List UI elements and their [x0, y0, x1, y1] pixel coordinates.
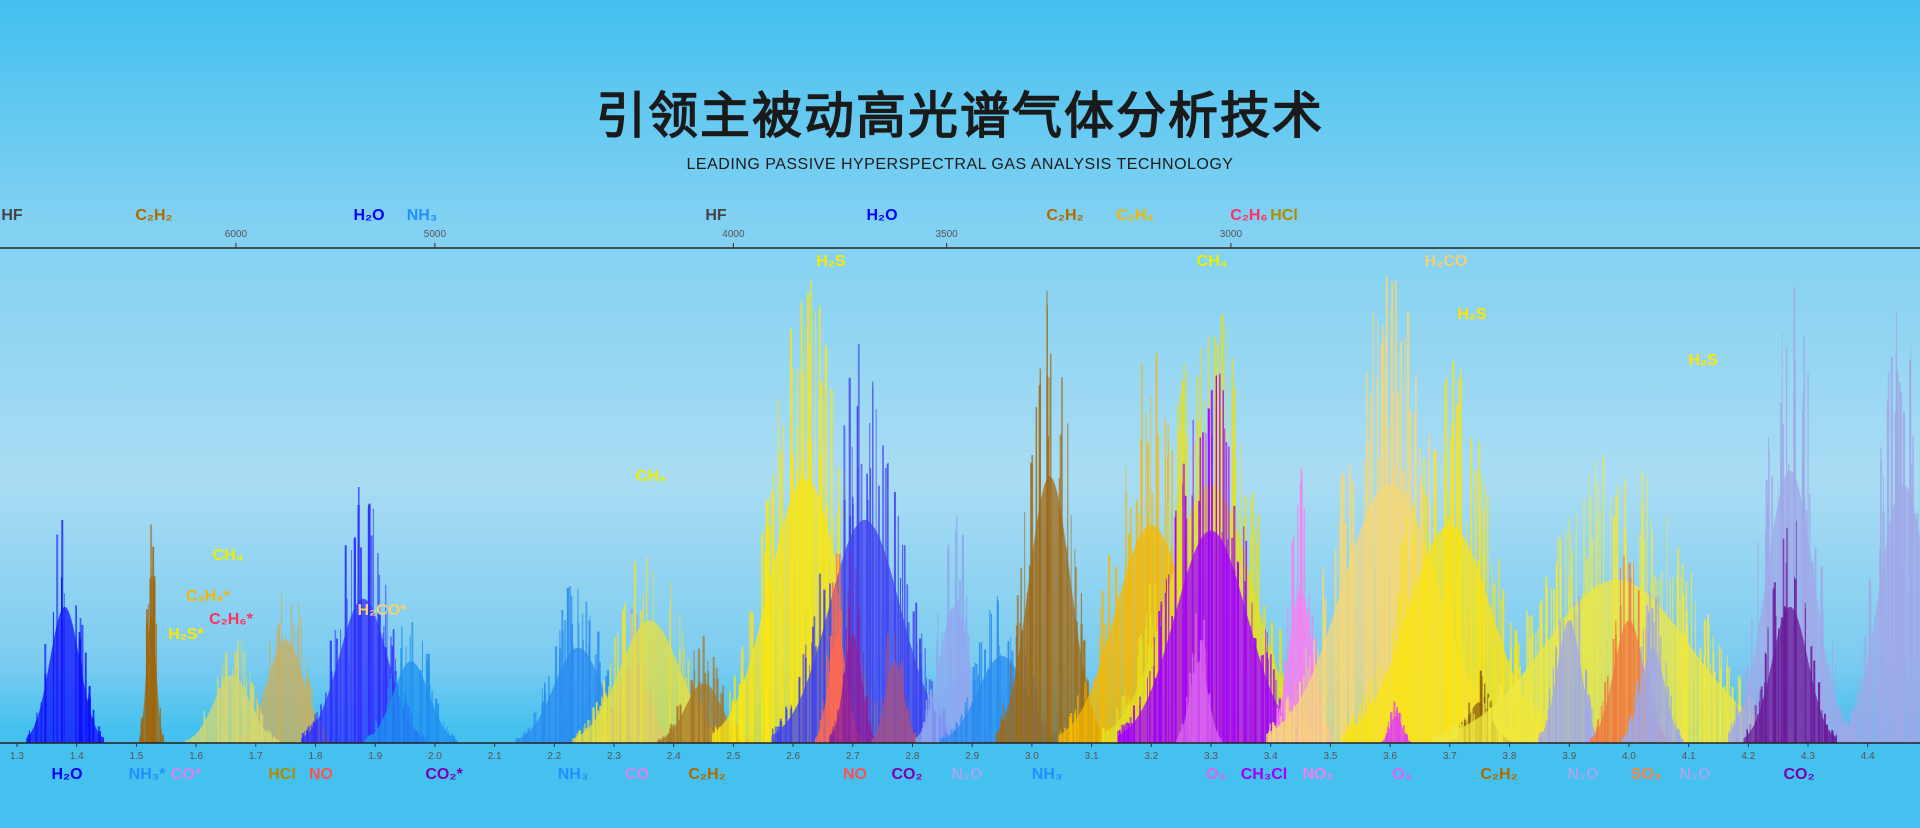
bottom-tick-label: 2.6 [786, 751, 801, 762]
bottom-tick-label: 3.5 [1323, 751, 1338, 762]
bottom-tick-label: 1.3 [10, 751, 24, 762]
bottom-tick-label: 2.5 [726, 751, 741, 762]
band-n2o [1621, 591, 1684, 743]
bottom-tick-label: 1.8 [308, 751, 323, 762]
bottom-gas-label: O₃ [1392, 766, 1412, 783]
bottom-gas-label: O₃ [1206, 766, 1226, 783]
top-tick-label: 3000 [1219, 229, 1243, 240]
bottom-tick-label: 3.8 [1502, 751, 1517, 762]
band-o3 [1380, 701, 1412, 743]
bottom-tick-label: 3.0 [1024, 751, 1039, 762]
top-gas-label: C₂H₂ [1046, 207, 1084, 224]
plot-gas-label: H₂CO* [357, 602, 407, 619]
top-gas-label: HCl [1270, 207, 1298, 224]
bottom-tick-label: 2.7 [845, 751, 860, 762]
bottom-gas-label: H₂O [51, 766, 83, 783]
plot-gas-label: CH₄ [1196, 253, 1228, 270]
bottom-tick-label: 4.3 [1801, 751, 1815, 762]
band-ch4 [184, 639, 279, 743]
band-h2s [1341, 360, 1559, 743]
plot-gas-label: CH₄ [635, 468, 667, 485]
band-co2 [1743, 520, 1838, 743]
band-c2h2 [138, 524, 165, 743]
bottom-tick-label: 3.4 [1263, 751, 1278, 762]
bottom-gas-label: HCl [268, 766, 296, 783]
bottom-tick-label: 4.4 [1860, 751, 1875, 762]
bottom-gas-label: NH₃ [557, 766, 589, 783]
bottom-tick-label: 3.9 [1562, 751, 1577, 762]
bottom-tick-label: 2.3 [607, 751, 621, 762]
plot-gas-label: H₂S [1688, 352, 1718, 369]
top-tick-label: 5000 [423, 229, 447, 240]
bottom-gas-label: NO [843, 766, 867, 783]
top-gas-label: NH₃ [406, 207, 438, 224]
bottom-tick-label: 3.3 [1204, 751, 1218, 762]
bottom-gas-label: N₂O [1567, 766, 1599, 783]
plot-gas-label: C₂H₄* [185, 588, 231, 605]
band-nh3 [364, 622, 458, 743]
top-gas-label: C₂H₆ [1230, 207, 1268, 224]
page-title: 引领主被动高光谱气体分析技术 [596, 87, 1324, 145]
top-gas-label: C₂H₂ [135, 207, 173, 224]
bottom-gas-label: NO [309, 766, 333, 783]
top-gas-label: H₂O [866, 207, 898, 224]
band-n2o [1841, 310, 1920, 743]
bottom-gas-label: NO₂ [1302, 766, 1334, 783]
top-tick-label: 3500 [935, 229, 958, 240]
bottom-gas-label: N₂O [1679, 766, 1711, 783]
bottom-tick-label: 2.2 [547, 751, 562, 762]
plot-gas-label: H₂S [1457, 306, 1487, 323]
top-gas-label: HF [705, 207, 727, 224]
bottom-tick-label: 1.9 [368, 751, 383, 762]
band-envelope [829, 634, 877, 743]
bottom-gas-label: CO* [170, 766, 202, 783]
bottom-tick-label: 2.4 [666, 751, 681, 762]
bottom-tick-label: 2.1 [487, 751, 502, 762]
top-tick-label: 6000 [224, 229, 248, 240]
bottom-tick-label: 1.4 [69, 751, 84, 762]
band-co2 [871, 632, 918, 743]
plot-gas-label: H₂S [816, 253, 846, 270]
bottom-gas-label: CO₂ [1783, 766, 1815, 783]
bottom-tick-label: 1.7 [248, 751, 263, 762]
plot-gas-label: H₂CO [1424, 253, 1468, 270]
top-gas-label: HF [1, 207, 23, 224]
bottom-tick-label: 2.9 [965, 751, 980, 762]
bottom-tick-label: 2.0 [427, 751, 442, 762]
bottom-gas-label: SO₂ [1630, 766, 1662, 783]
band-co2 [829, 552, 877, 743]
bottom-tick-label: 1.5 [129, 751, 144, 762]
band-o3 [1175, 613, 1223, 743]
bottom-tick-label: 4.0 [1621, 751, 1636, 762]
bottom-gas-label: CH₃Cl [1240, 766, 1288, 783]
bottom-gas-label: N₂O [951, 766, 983, 783]
bottom-gas-label: NH₃* [128, 766, 166, 783]
bottom-gas-label: CO [625, 766, 649, 783]
top-tick-label: 4000 [722, 229, 745, 240]
bottom-gas-label: NH₃ [1031, 766, 1063, 783]
bottom-tick-label: 4.2 [1741, 751, 1756, 762]
bottom-tick-label: 2.8 [905, 751, 920, 762]
bottom-gas-label: CO₂ [891, 766, 923, 783]
bottom-tick-label: 3.6 [1383, 751, 1398, 762]
plot-gas-label: H₂S* [168, 626, 204, 643]
page-subtitle: LEADING PASSIVE HYPERSPECTRAL GAS ANALYS… [686, 156, 1234, 173]
band-envelope [771, 519, 958, 743]
plot-gas-label: C₂H₆* [209, 611, 253, 628]
bottom-gas-label: CO₂* [425, 766, 463, 783]
bottom-gas-label: C₂H₂ [688, 766, 726, 783]
bottom-tick-label: 3.7 [1442, 751, 1457, 762]
plot-gas-label: CH₄ [212, 547, 244, 564]
bottom-tick-label: 3.2 [1144, 751, 1159, 762]
bottom-tick-label: 1.6 [189, 751, 204, 762]
top-gas-label: C₂H₄ [1116, 207, 1154, 224]
bottom-tick-label: 3.1 [1084, 751, 1099, 762]
band-h2o [26, 519, 104, 743]
bottom-tick-label: 4.1 [1681, 751, 1696, 762]
bottom-gas-label: C₂H₂ [1480, 766, 1518, 783]
top-gas-label: H₂O [353, 207, 385, 224]
